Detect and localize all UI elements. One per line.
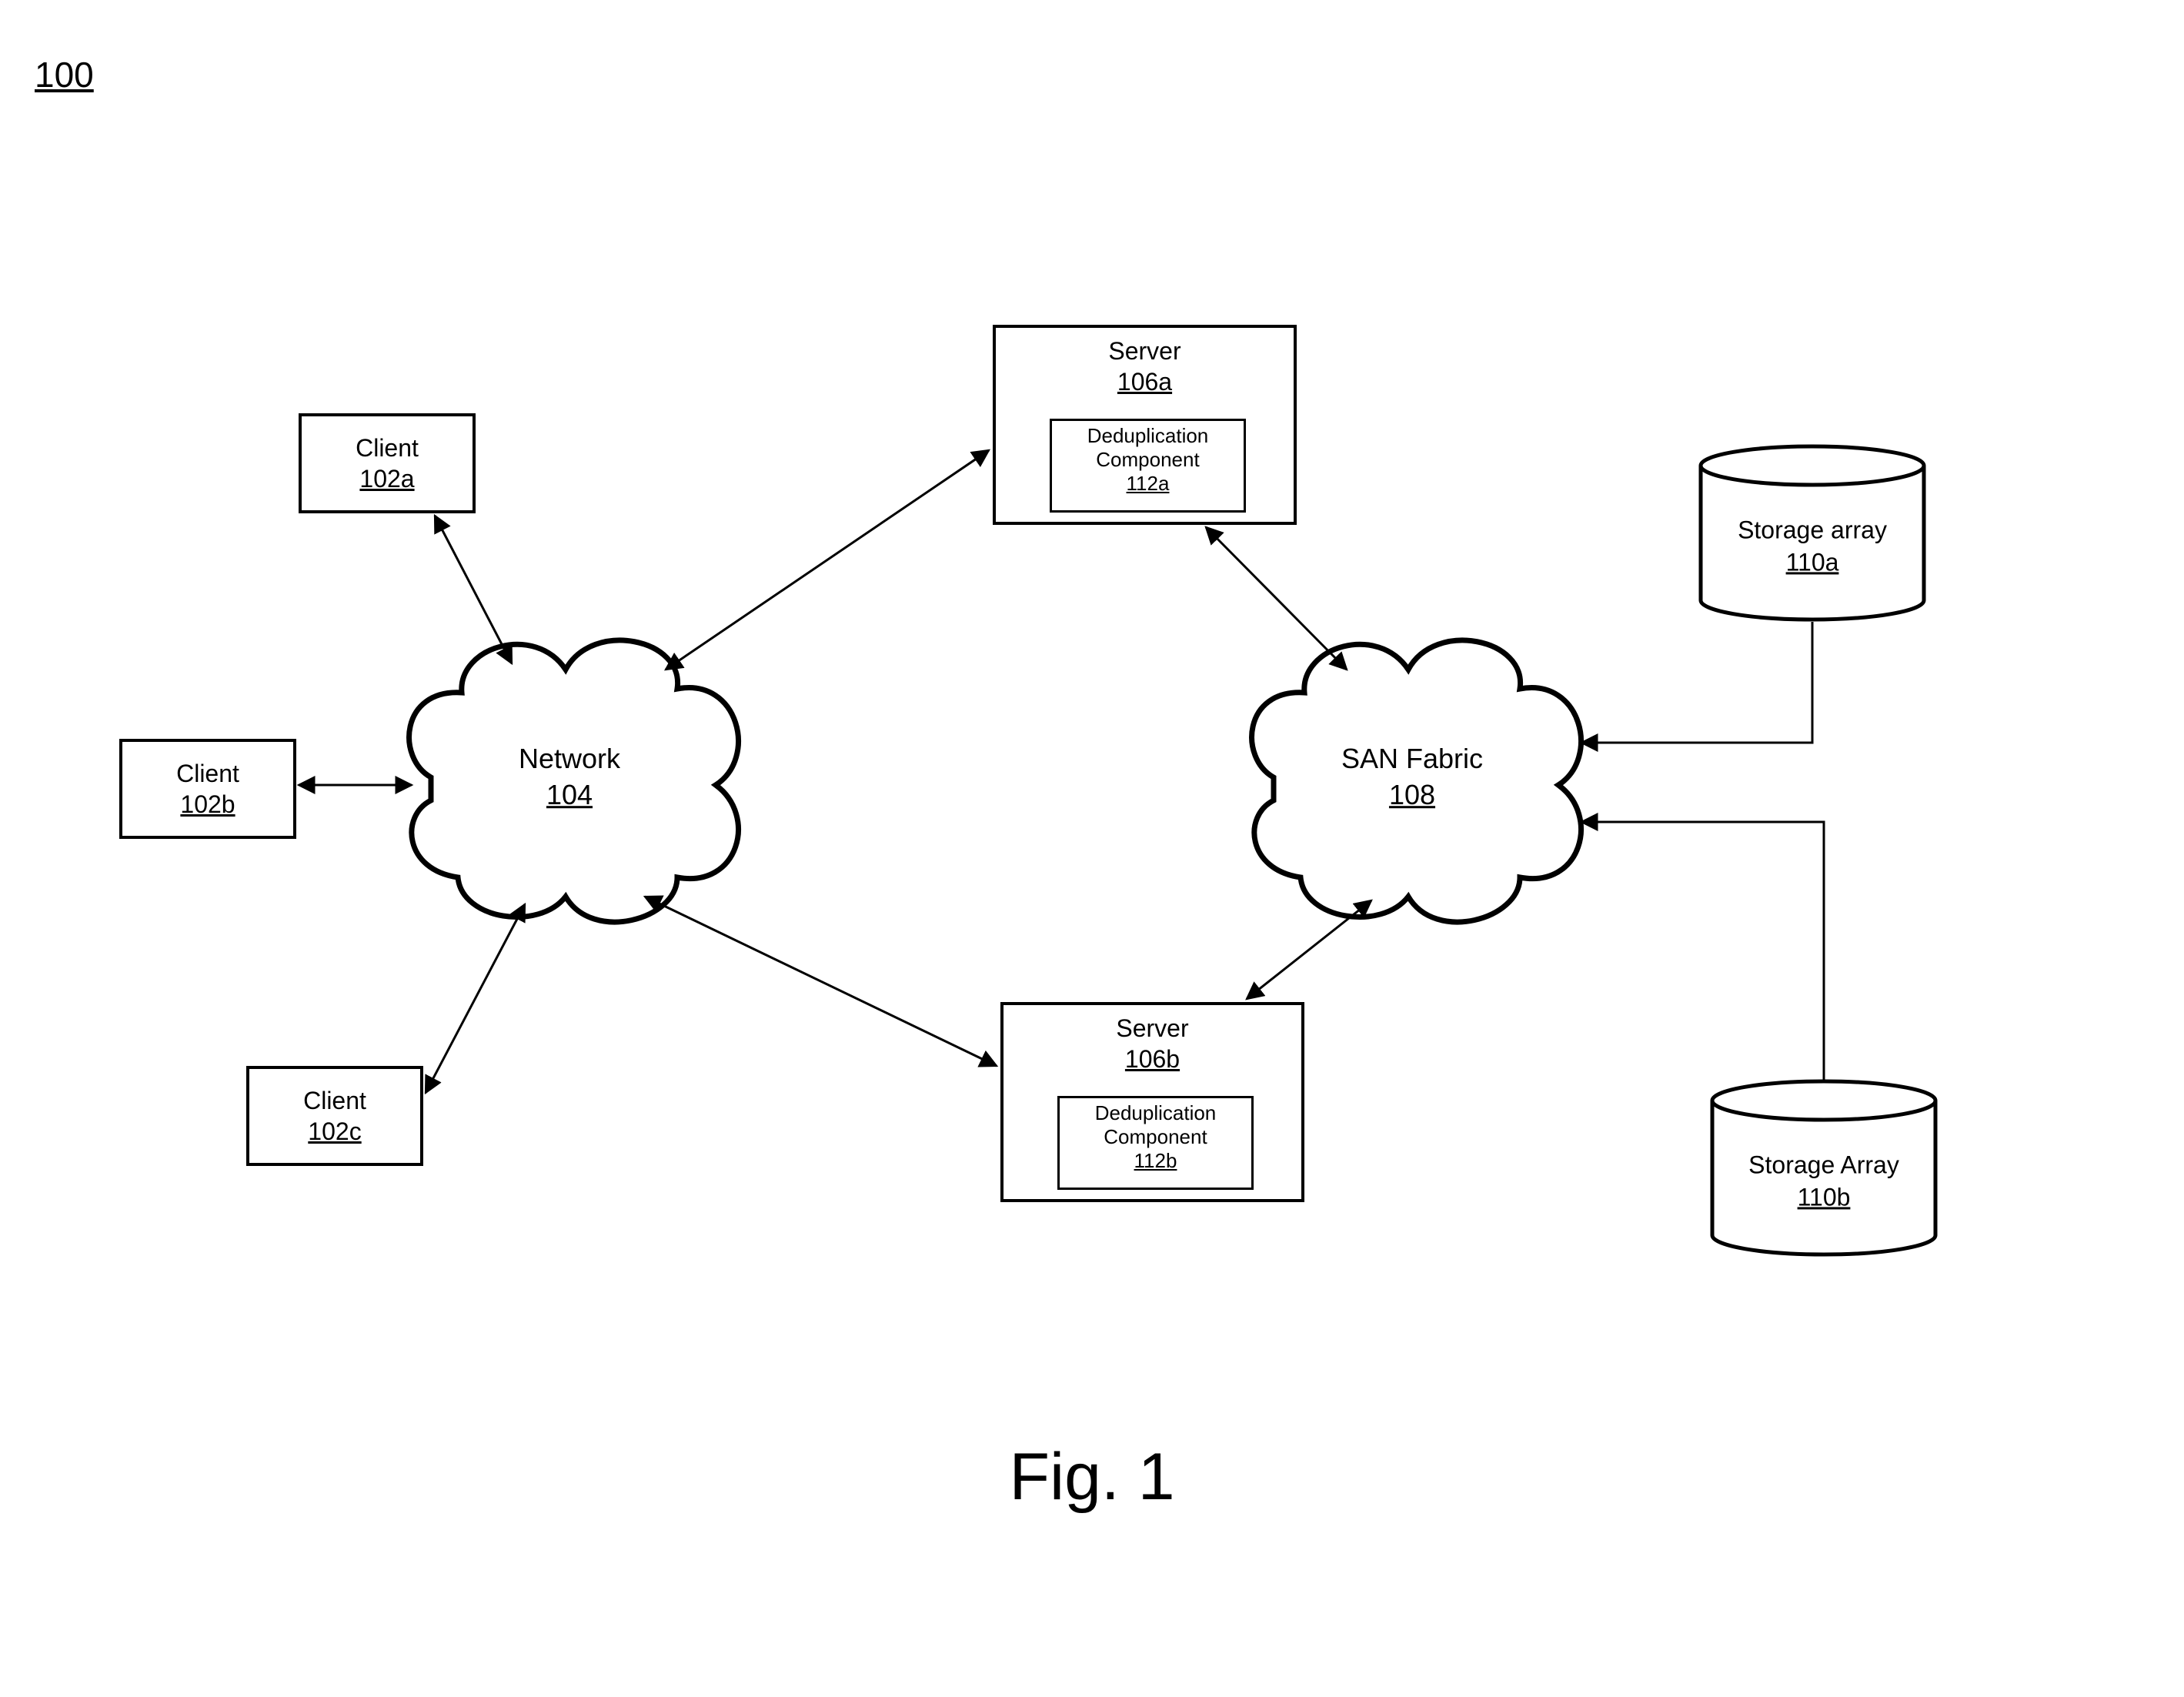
storage-a-text: Storage array [1738,514,1887,546]
dedup-a-line2: Component [1052,448,1244,472]
server-b-box: Server 106b Deduplication Component 112b [1000,1002,1304,1202]
dedup-b-box: Deduplication Component 112b [1057,1096,1254,1190]
dedup-a-ref: 112a [1052,472,1244,496]
client-b-ref: 102b [180,789,235,820]
client-b-box: Client 102b [119,739,296,839]
dedup-b-line1: Deduplication [1060,1101,1251,1125]
server-b-title: Server [1116,1013,1188,1044]
network-ref: 104 [519,777,620,813]
storage-b-text: Storage Array [1748,1149,1899,1181]
network-label-text: Network [519,741,620,777]
diagram-canvas: 100 Network 104 [0,0,2184,1697]
client-b-title: Client [176,758,239,789]
client-a-title: Client [356,433,419,463]
client-c-title: Client [303,1085,366,1116]
server-a-box: Server 106a Deduplication Component 112a [993,325,1297,525]
dedup-b-line2: Component [1060,1125,1251,1149]
storage-a-ref: 110a [1738,546,1887,579]
server-b-ref: 106b [1125,1044,1180,1074]
dedup-a-box: Deduplication Component 112a [1050,419,1246,513]
storage-array-b-label: Storage Array 110b [1748,1149,1899,1213]
storage-array-a-label: Storage array 110a [1738,514,1887,578]
client-c-ref: 102c [308,1116,361,1147]
figure-caption: Fig. 1 [1009,1439,1174,1515]
storage-b-ref: 110b [1748,1181,1899,1214]
dedup-b-ref: 112b [1060,1149,1251,1173]
san-ref: 108 [1341,777,1483,813]
client-a-box: Client 102a [299,413,476,513]
network-cloud-label: Network 104 [519,741,620,813]
san-label-text: SAN Fabric [1341,741,1483,777]
san-fabric-cloud-label: SAN Fabric 108 [1341,741,1483,813]
client-a-ref: 102a [359,463,414,494]
dedup-a-line1: Deduplication [1052,424,1244,448]
client-c-box: Client 102c [246,1066,423,1166]
server-a-title: Server [1108,336,1180,366]
server-a-ref: 106a [1117,366,1172,397]
